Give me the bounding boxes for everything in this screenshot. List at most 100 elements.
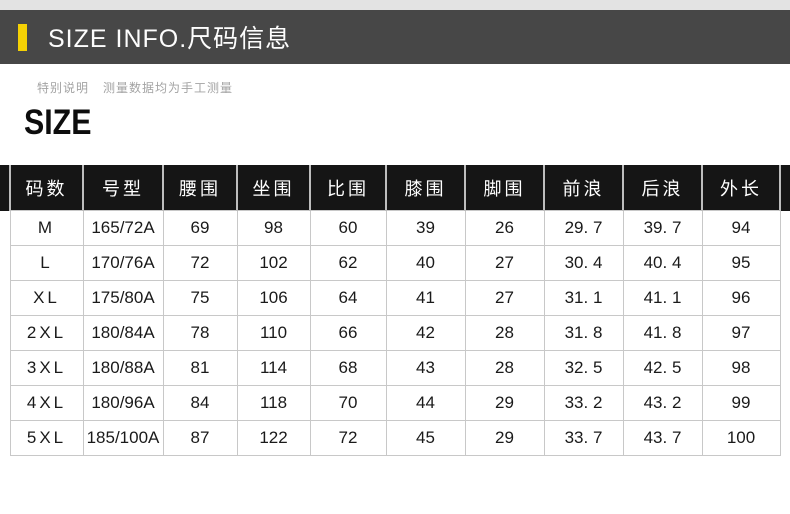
row-edge-cell (779, 420, 790, 456)
column-header-2: 腰围 (162, 165, 237, 211)
table-cell: 180/84A (82, 315, 164, 351)
table-cell: 43 (385, 350, 466, 386)
top-strip (0, 0, 790, 10)
table-cell: 62 (309, 245, 387, 281)
table-row: 5XL 185/100A 87 122 72 45 29 33. 7 43. 7 100 (0, 420, 790, 456)
table-cell: 72 (309, 420, 387, 456)
table-cell: 98 (701, 350, 781, 386)
table-cell: 33. 2 (543, 385, 624, 421)
table-cell: 41. 8 (622, 315, 703, 351)
table-cell: 185/100A (82, 420, 164, 456)
table-cell: 27 (464, 245, 545, 281)
row-edge-cell (779, 210, 790, 246)
row-edge-cell (0, 280, 11, 316)
table-cell: 28 (464, 350, 545, 386)
table-cell: 81 (162, 350, 238, 386)
accent-bar (18, 23, 27, 51)
table-cell: 70 (309, 385, 387, 421)
table-cell: 60 (309, 210, 387, 246)
table-cell: 118 (236, 385, 311, 421)
table-cell: 29 (464, 385, 545, 421)
table-cell: 31. 8 (543, 315, 624, 351)
table-row: 4XL 180/96A 84 118 70 44 29 33. 2 43. 2 99 (0, 385, 790, 421)
row-edge-cell (0, 315, 11, 351)
table-cell: 106 (236, 280, 311, 316)
header-edge-cell (0, 165, 10, 211)
table-cell: 180/96A (82, 385, 164, 421)
table-row: 3XL 180/88A 81 114 68 43 28 32. 5 42. 5 98 (0, 350, 790, 386)
table-cell: 33. 7 (543, 420, 624, 456)
table-cell: 66 (309, 315, 387, 351)
table-cell: 29. 7 (543, 210, 624, 246)
size-table: 码数 号型 腰围 坐围 比围 膝围 脚围 前浪 后浪 外长 M 165/72A 69 98 60 39 26 2… (0, 165, 790, 456)
table-cell: 39 (385, 210, 466, 246)
column-header-3: 坐围 (236, 165, 310, 211)
row-edge-cell (0, 385, 11, 421)
note-line: 特别说明 测量数据均为手工测量 (37, 79, 790, 96)
table-cell: 64 (309, 280, 387, 316)
table-cell: 31. 1 (543, 280, 624, 316)
row-edge-cell (779, 315, 790, 351)
row-edge-cell (779, 385, 790, 421)
table-cell: 45 (385, 420, 466, 456)
table-cell: 5XL (9, 420, 84, 456)
column-header-6: 脚围 (464, 165, 544, 211)
row-edge-cell (779, 350, 790, 386)
table-cell: 175/80A (82, 280, 164, 316)
table-cell: 78 (162, 315, 238, 351)
table-cell: 32. 5 (543, 350, 624, 386)
table-cell: 87 (162, 420, 238, 456)
table-cell: 40. 4 (622, 245, 703, 281)
row-edge-cell (0, 245, 11, 281)
table-cell: 40 (385, 245, 466, 281)
table-cell: 165/72A (82, 210, 164, 246)
banner-title: SIZE INFO.尺码信息 (48, 25, 292, 53)
table-cell: 39. 7 (622, 210, 703, 246)
table-cell: 28 (464, 315, 545, 351)
table-cell: 98 (236, 210, 311, 246)
table-cell: 100 (701, 420, 781, 456)
table-cell: 180/88A (82, 350, 164, 386)
table-cell: 42. 5 (622, 350, 703, 386)
table-cell: 95 (701, 245, 781, 281)
row-edge-cell (0, 350, 11, 386)
table-cell: 99 (701, 385, 781, 421)
column-header-5: 膝围 (385, 165, 465, 211)
table-cell: 44 (385, 385, 466, 421)
table-cell: 43. 7 (622, 420, 703, 456)
table-row: L 170/76A 72 102 62 40 27 30. 4 40. 4 95 (0, 245, 790, 281)
note-text: 测量数据均为手工测量 (103, 81, 234, 95)
size-table-header-row: 码数 号型 腰围 坐围 比围 膝围 脚围 前浪 后浪 外长 (0, 165, 790, 211)
table-cell: L (9, 245, 84, 281)
table-cell: M (9, 210, 84, 246)
table-cell: 41. 1 (622, 280, 703, 316)
table-row: XL 175/80A 75 106 64 41 27 31. 1 41. 1 96 (0, 280, 790, 316)
table-cell: 27 (464, 280, 545, 316)
header-edge-cell (779, 165, 790, 211)
table-cell: 97 (701, 315, 781, 351)
column-header-4: 比围 (309, 165, 386, 211)
table-cell: 41 (385, 280, 466, 316)
table-row: 2XL 180/84A 78 110 66 42 28 31. 8 41. 8 97 (0, 315, 790, 351)
row-edge-cell (779, 280, 790, 316)
table-cell: 122 (236, 420, 311, 456)
table-cell: XL (9, 280, 84, 316)
column-header-0: 码数 (9, 165, 83, 211)
column-header-1: 号型 (82, 165, 163, 211)
table-cell: 96 (701, 280, 781, 316)
column-header-7: 前浪 (543, 165, 623, 211)
table-cell: 4XL (9, 385, 84, 421)
size-heading: SIZE (24, 101, 92, 142)
table-cell: 170/76A (82, 245, 164, 281)
note-label: 特别说明 (37, 81, 90, 95)
table-cell: 43. 2 (622, 385, 703, 421)
row-edge-cell (779, 245, 790, 281)
table-cell: 68 (309, 350, 387, 386)
table-cell: 26 (464, 210, 545, 246)
table-cell: 110 (236, 315, 311, 351)
section-banner: SIZE INFO.尺码信息 (0, 10, 790, 64)
table-cell: 3XL (9, 350, 84, 386)
table-cell: 75 (162, 280, 238, 316)
column-header-8: 后浪 (622, 165, 702, 211)
row-edge-cell (0, 210, 11, 246)
